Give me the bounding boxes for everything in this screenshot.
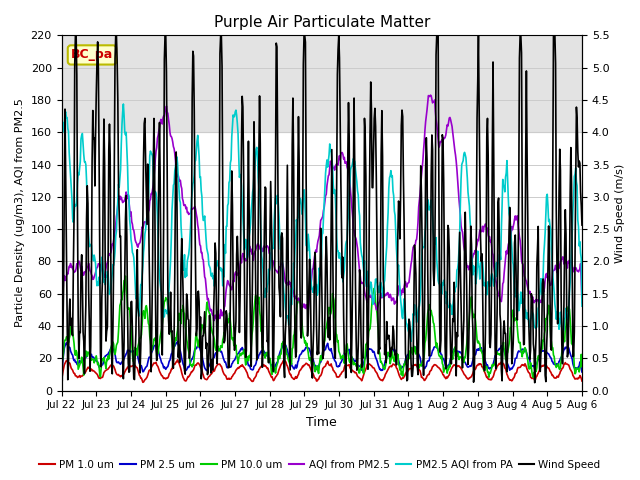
Y-axis label: Wind Speed (m/s): Wind Speed (m/s) (615, 163, 625, 263)
X-axis label: Time: Time (307, 416, 337, 429)
Legend: PM 1.0 um, PM 2.5 um, PM 10.0 um, AQI from PM2.5, PM2.5 AQI from PA, Wind Speed: PM 1.0 um, PM 2.5 um, PM 10.0 um, AQI fr… (35, 456, 605, 474)
Y-axis label: Particle Density (ug/m3), AQI from PM2.5: Particle Density (ug/m3), AQI from PM2.5 (15, 98, 25, 327)
Text: BC_pa: BC_pa (71, 48, 113, 61)
Title: Purple Air Particulate Matter: Purple Air Particulate Matter (214, 15, 430, 30)
Bar (61, 36, 582, 132)
